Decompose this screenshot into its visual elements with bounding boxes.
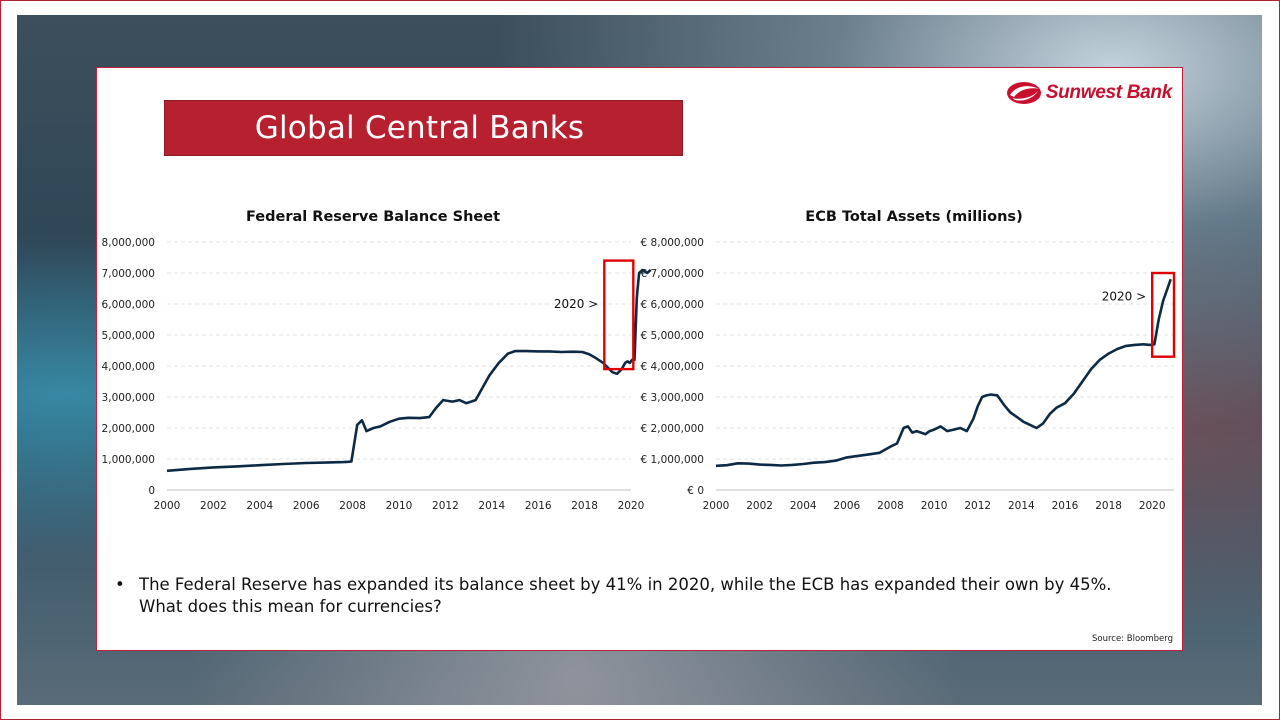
x-tick-label: 2000 bbox=[154, 500, 181, 512]
x-tick-label: 2010 bbox=[921, 500, 948, 512]
series-line bbox=[715, 278, 1172, 468]
series-line bbox=[166, 268, 652, 473]
y-tick-label: 6,000,000 bbox=[102, 299, 155, 311]
x-tick-label: 2008 bbox=[877, 500, 904, 512]
x-tick-label: 2014 bbox=[1008, 500, 1035, 512]
x-tick-label: 2016 bbox=[525, 500, 552, 512]
x-tick-label: 2002 bbox=[746, 500, 773, 512]
x-tick-label: 2010 bbox=[386, 500, 413, 512]
chart-title: Federal Reserve Balance Sheet bbox=[246, 209, 500, 225]
chart-title: ECB Total Assets (millions) bbox=[805, 209, 1022, 225]
y-tick-label: 8,000,000 bbox=[102, 237, 155, 249]
y-tick-label: € 5,000,000 bbox=[641, 330, 704, 342]
annotation-label: 2020 > bbox=[1102, 289, 1146, 303]
x-tick-label: 2008 bbox=[339, 500, 366, 512]
x-tick-label: 2020 bbox=[618, 500, 645, 512]
x-tick-label: 2004 bbox=[790, 500, 817, 512]
y-tick-label: € 7,000,000 bbox=[641, 268, 704, 280]
x-tick-label: 2016 bbox=[1052, 500, 1079, 512]
x-tick-label: 2006 bbox=[833, 500, 860, 512]
title-banner: Global Central Banks bbox=[164, 100, 683, 156]
x-tick-label: 2018 bbox=[571, 500, 598, 512]
x-tick-label: 2000 bbox=[703, 500, 730, 512]
y-tick-label: € 2,000,000 bbox=[641, 423, 704, 435]
sunwest-swoosh-icon bbox=[1006, 82, 1041, 104]
x-tick-label: 2012 bbox=[432, 500, 459, 512]
y-tick-label: € 6,000,000 bbox=[641, 299, 704, 311]
sunwest-bank-logo: Sunwest Bank bbox=[1006, 78, 1172, 108]
x-tick-label: 2002 bbox=[200, 500, 227, 512]
y-tick-label: € 4,000,000 bbox=[641, 361, 704, 373]
y-tick-label: 2,000,000 bbox=[102, 423, 155, 435]
highlight-box bbox=[1150, 271, 1176, 358]
y-tick-label: 4,000,000 bbox=[102, 361, 155, 373]
x-tick-label: 2006 bbox=[293, 500, 320, 512]
y-tick-label: € 8,000,000 bbox=[641, 237, 704, 249]
fed-balance-sheet-chart: Federal Reserve Balance Sheet 0 1,000,000… bbox=[102, 209, 652, 512]
y-tick-label: € 1,000,000 bbox=[641, 454, 704, 466]
x-tick-label: 2014 bbox=[478, 500, 505, 512]
y-tick-label: € 3,000,000 bbox=[641, 392, 704, 404]
x-tick-label: 2004 bbox=[246, 500, 273, 512]
x-tick-label: 2012 bbox=[964, 500, 991, 512]
y-tick-label: € 0 bbox=[687, 485, 704, 497]
bullet-point: • The Federal Reserve has expanded its b… bbox=[115, 574, 1155, 618]
charts-svg: Federal Reserve Balance Sheet 0 1,000,000… bbox=[102, 209, 1176, 512]
slide: Global Central Banks Sunwest Bank Federa… bbox=[96, 67, 1183, 651]
page-title: Global Central Banks bbox=[254, 110, 585, 146]
y-tick-label: 7,000,000 bbox=[102, 268, 155, 280]
bullet-text: The Federal Reserve has expanded its bal… bbox=[139, 575, 1112, 616]
source-note: Source: Bloomberg bbox=[1092, 634, 1173, 644]
bullet-dot-icon: • bbox=[115, 575, 125, 594]
y-tick-label: 5,000,000 bbox=[102, 330, 155, 342]
annotation-label: 2020 > bbox=[554, 297, 598, 311]
ecb-total-assets-chart: ECB Total Assets (millions) € 0 € 1,000,0… bbox=[641, 209, 1176, 512]
logo-wordmark: Sunwest Bank bbox=[1045, 82, 1173, 103]
y-tick-label: 1,000,000 bbox=[102, 454, 155, 466]
y-tick-label: 3,000,000 bbox=[102, 392, 155, 404]
x-tick-label: 2018 bbox=[1095, 500, 1122, 512]
highlight-box bbox=[603, 259, 635, 371]
y-tick-label: 0 bbox=[148, 485, 155, 497]
x-tick-label: 2020 bbox=[1139, 500, 1166, 512]
